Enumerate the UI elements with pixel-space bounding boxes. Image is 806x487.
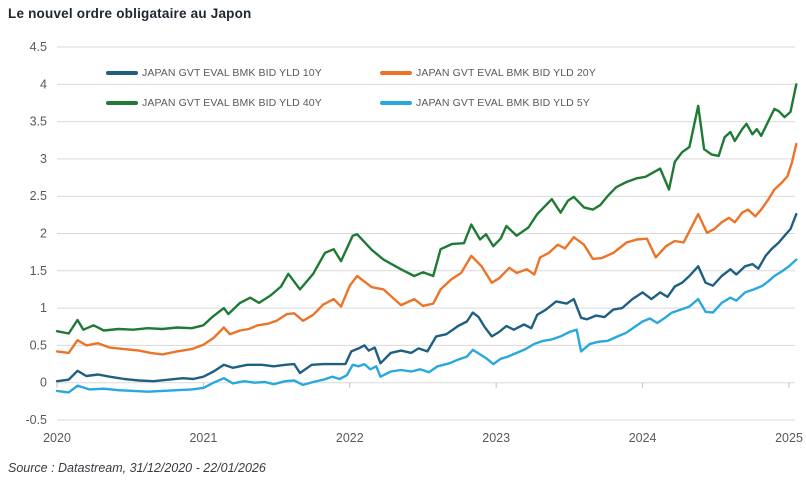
series-line — [55, 212, 798, 383]
y-axis-tick-label: 4 — [40, 77, 47, 91]
series-line — [55, 83, 798, 335]
x-axis-tick-label: 2024 — [629, 431, 657, 445]
y-axis-tick-label: 4.5 — [30, 40, 47, 54]
y-axis-tick-label: 1 — [40, 301, 47, 315]
chart-title: Le nouvel ordre obligataire au Japon — [8, 6, 252, 21]
x-axis-tick-label: 2022 — [336, 431, 364, 445]
y-axis-tick-label: 3 — [40, 152, 47, 166]
y-axis-tick-label: 2.5 — [30, 189, 47, 203]
x-axis-tick-label: 2021 — [189, 431, 217, 445]
source-note: Source : Datastream, 31/12/2020 - 22/01/… — [8, 461, 266, 475]
y-axis-tick-label: -0.5 — [25, 413, 47, 427]
x-axis-tick-label: 2020 — [43, 431, 71, 445]
y-axis-tick-label: 3.5 — [30, 115, 47, 129]
y-axis-tick-label: 2 — [40, 227, 47, 241]
y-axis-tick-label: 0.5 — [30, 338, 47, 352]
x-axis-tick-label: 2025 — [775, 431, 803, 445]
y-axis-tick-label: 1.5 — [30, 264, 47, 278]
x-axis-tick-label: 2023 — [482, 431, 510, 445]
series-line — [55, 258, 798, 394]
series-line — [55, 142, 798, 356]
y-axis-tick-label: 0 — [40, 376, 47, 390]
